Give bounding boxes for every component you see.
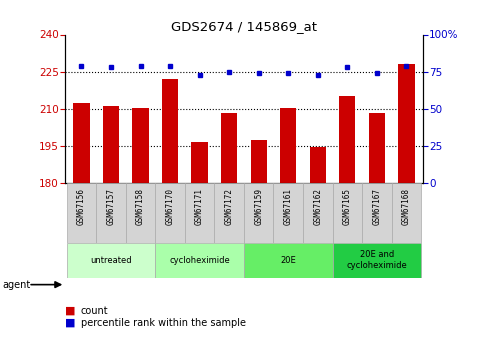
Text: GSM67161: GSM67161 (284, 188, 293, 225)
Text: untreated: untreated (90, 256, 132, 265)
Bar (96, 183, 126, 243)
Text: 20E and
cycloheximide: 20E and cycloheximide (346, 250, 407, 270)
Bar (221, 112, 237, 183)
Text: cycloheximide: cycloheximide (169, 256, 230, 265)
Bar (162, 79, 178, 183)
Bar (362, 183, 392, 243)
Bar (156, 243, 244, 278)
Text: GSM67165: GSM67165 (343, 188, 352, 225)
Text: GSM67159: GSM67159 (254, 188, 263, 225)
Bar (303, 183, 332, 243)
Bar (332, 243, 421, 278)
Text: GSM67156: GSM67156 (77, 188, 86, 225)
Bar (244, 243, 332, 278)
Bar (310, 147, 326, 183)
Bar (185, 183, 214, 243)
Bar (132, 108, 149, 183)
Bar (273, 183, 303, 243)
Bar (67, 183, 96, 243)
Text: GSM67157: GSM67157 (106, 188, 115, 225)
Bar (369, 112, 385, 183)
Bar (280, 108, 297, 183)
Text: GSM67167: GSM67167 (372, 188, 382, 225)
Text: count: count (81, 306, 108, 315)
Bar (103, 106, 119, 183)
Bar (339, 97, 355, 183)
Text: percentile rank within the sample: percentile rank within the sample (81, 318, 246, 327)
Bar (73, 102, 89, 183)
Bar (251, 140, 267, 183)
Text: 20E: 20E (280, 256, 296, 265)
Text: GSM67172: GSM67172 (225, 188, 234, 225)
Text: GSM67170: GSM67170 (166, 188, 174, 225)
Text: GSM67171: GSM67171 (195, 188, 204, 225)
Bar (332, 183, 362, 243)
Text: ■: ■ (65, 306, 76, 315)
Bar (398, 64, 414, 183)
Bar (191, 142, 208, 183)
Bar (156, 183, 185, 243)
Text: GSM67158: GSM67158 (136, 188, 145, 225)
Title: GDS2674 / 145869_at: GDS2674 / 145869_at (171, 20, 317, 33)
Bar (392, 183, 421, 243)
Bar (67, 243, 156, 278)
Text: GSM67168: GSM67168 (402, 188, 411, 225)
Bar (214, 183, 244, 243)
Text: GSM67162: GSM67162 (313, 188, 322, 225)
Bar (244, 183, 273, 243)
Bar (126, 183, 156, 243)
Text: agent: agent (2, 280, 30, 289)
Text: ■: ■ (65, 318, 76, 327)
